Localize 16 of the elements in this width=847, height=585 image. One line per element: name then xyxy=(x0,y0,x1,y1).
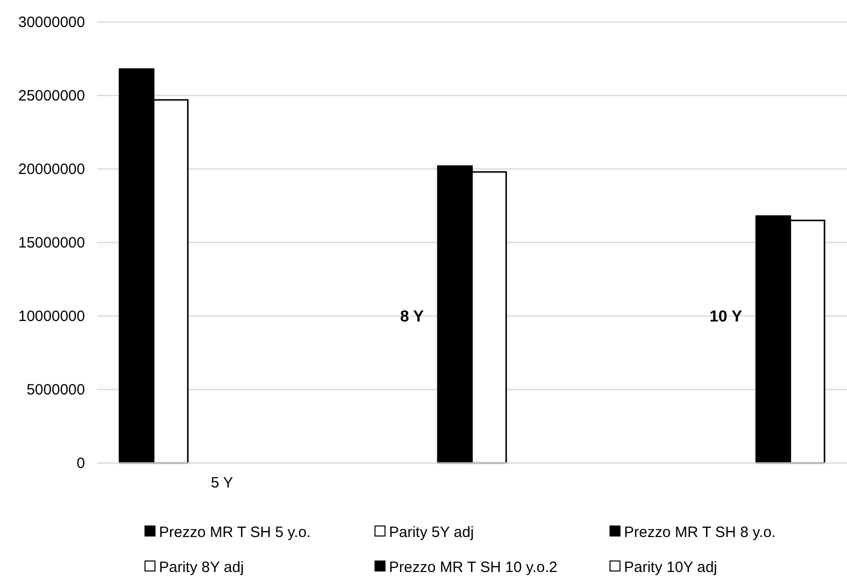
legend-label: Prezzo MR T SH 8 y.o. xyxy=(624,524,776,541)
annotation: 10 Y xyxy=(710,308,742,326)
y-tick-label: 30000000 xyxy=(18,14,85,31)
legend-label: Parity 8Y adj xyxy=(159,559,244,576)
legend-label: Parity 5Y adj xyxy=(389,524,474,541)
x-tick-label: 5 Y xyxy=(210,474,234,492)
y-tick-label: 0 xyxy=(76,454,85,472)
y-tick-label: 25000000 xyxy=(18,87,85,104)
legend-label: Prezzo MR T SH 5 y.o. xyxy=(159,524,311,541)
y-tick-label: 5000000 xyxy=(26,381,85,398)
legend-label: Prezzo MR T SH 10 y.o.2 xyxy=(389,559,558,576)
y-tick-label: 20000000 xyxy=(18,160,85,178)
annotation: 8 Y xyxy=(400,308,424,326)
y-tick-label: 15000000 xyxy=(18,234,85,252)
y-tick-label: 10000000 xyxy=(18,308,85,325)
legend-label: Parity 10Y adj xyxy=(624,559,718,576)
